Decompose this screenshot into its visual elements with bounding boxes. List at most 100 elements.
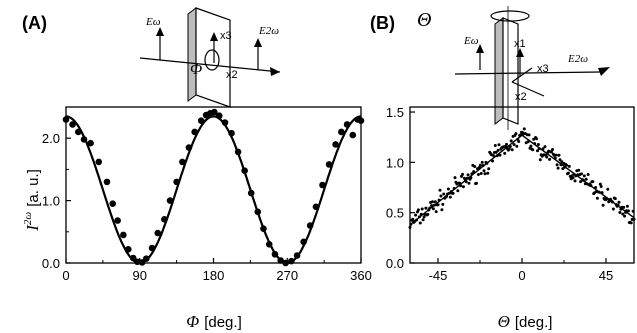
a-data-point <box>312 203 320 211</box>
plot-a-points <box>62 108 365 267</box>
a-data-point <box>319 181 326 189</box>
ylabel-unit: [a. u.] <box>25 169 42 207</box>
b-data-point <box>483 172 487 176</box>
b-data-point <box>440 208 444 212</box>
b-data-point <box>494 150 498 154</box>
x2-a-label: x2 <box>226 69 238 81</box>
b-data-point <box>563 165 567 169</box>
b-data-point <box>439 194 443 198</box>
beam-a <box>139 57 281 73</box>
a-xtick-label: 180 <box>203 268 225 283</box>
b-data-point <box>631 209 635 213</box>
b-data-point <box>510 148 514 152</box>
a-data-point <box>277 257 284 264</box>
b-data-point <box>408 225 412 229</box>
a-data-point <box>332 141 339 148</box>
b-data-point <box>545 155 549 159</box>
a-fit-line <box>65 115 362 265</box>
b-data-point <box>543 145 547 149</box>
panel-label-a: (A) <box>22 13 47 33</box>
e-omega-b-label: Eω <box>463 35 479 47</box>
b-data-point <box>606 187 610 191</box>
plot-a-ylabel: I2ω [a. u.] <box>22 169 42 231</box>
b-data-point <box>625 204 629 208</box>
beam-a-arrow <box>270 67 280 76</box>
e-2omega-a-label: E2ω <box>258 25 279 37</box>
b-ytick-label: 0.0 <box>386 256 404 271</box>
b-data-point <box>438 188 442 192</box>
b-data-point <box>626 209 630 213</box>
a-data-point <box>154 229 162 237</box>
b-data-point <box>623 214 627 218</box>
theta-b-label: Θ <box>417 9 431 31</box>
e-2omega-b-label: E2ω <box>567 53 588 65</box>
b-data-point <box>622 205 626 209</box>
b-data-point <box>554 153 558 157</box>
b-data-point <box>580 172 583 176</box>
b-data-point <box>497 143 501 147</box>
a-data-point <box>343 121 351 128</box>
a-data-point <box>124 245 132 253</box>
a-ytick-label: 1.0 <box>42 194 60 209</box>
b-data-point <box>557 153 561 157</box>
theta-rotation-arrow <box>490 10 530 22</box>
b-data-point <box>448 195 452 199</box>
svg-text:I2ω[a. u.]: I2ω [a. u.] <box>22 169 42 231</box>
a-data-point <box>221 119 229 126</box>
b-data-point <box>482 169 486 173</box>
b-data-point <box>508 145 512 148</box>
x3-a-label: x3 <box>220 30 232 42</box>
b-data-point <box>515 144 519 148</box>
a-data-point <box>143 255 150 262</box>
a-xtick-label: 90 <box>133 268 147 283</box>
b-data-point <box>467 181 471 185</box>
a-data-point <box>357 117 365 125</box>
a-data-point <box>211 108 218 116</box>
plot-a-xlabel: Φ [deg.] <box>186 312 241 331</box>
b-data-point <box>507 147 511 151</box>
b-data-point <box>629 221 633 225</box>
b-fit-line <box>409 134 635 226</box>
b-data-point <box>496 148 500 152</box>
b-data-point <box>536 149 539 153</box>
b-data-point <box>600 191 604 195</box>
b-data-point <box>577 168 581 172</box>
b-data-point <box>431 200 434 204</box>
b-data-point <box>485 161 489 165</box>
b-data-point <box>533 142 537 146</box>
b-data-point <box>416 208 420 212</box>
a-data-point <box>293 252 301 259</box>
b-ytick-label: 1.5 <box>386 105 404 120</box>
a-data-point <box>69 121 76 128</box>
b-data-point <box>459 184 463 188</box>
a-data-point <box>228 129 235 137</box>
b-data-point <box>517 140 521 143</box>
a-data-point <box>179 158 186 166</box>
inset-a-diagram: Eω E2ω x3 x2 Φ <box>139 7 281 108</box>
a-data-point <box>191 128 198 136</box>
b-data-point <box>551 148 554 151</box>
a-data-point <box>325 161 333 168</box>
x2-b-arrow <box>511 81 545 97</box>
b-data-point <box>461 185 465 189</box>
a-data-point <box>265 240 273 248</box>
b-data-point <box>475 181 478 185</box>
b-data-point <box>473 165 477 168</box>
a-data-point <box>62 116 70 123</box>
b-data-point <box>632 217 636 221</box>
a-data-point <box>247 189 255 197</box>
a-data-point <box>197 117 205 125</box>
b-data-point <box>555 163 559 167</box>
a-data-point <box>260 225 267 232</box>
a-data-point <box>241 167 248 174</box>
b-xtick-label: 0 <box>518 268 525 283</box>
xlabel-b-unit: [deg.] <box>515 314 553 331</box>
b-data-point <box>466 173 470 177</box>
b-data-point <box>491 154 495 157</box>
a-xtick-label: 270 <box>276 268 298 283</box>
b-data-point <box>529 144 533 148</box>
x3-b-arrow <box>511 67 533 83</box>
b-data-point <box>415 218 419 222</box>
b-data-point <box>428 206 432 210</box>
a-data-point <box>166 197 174 204</box>
